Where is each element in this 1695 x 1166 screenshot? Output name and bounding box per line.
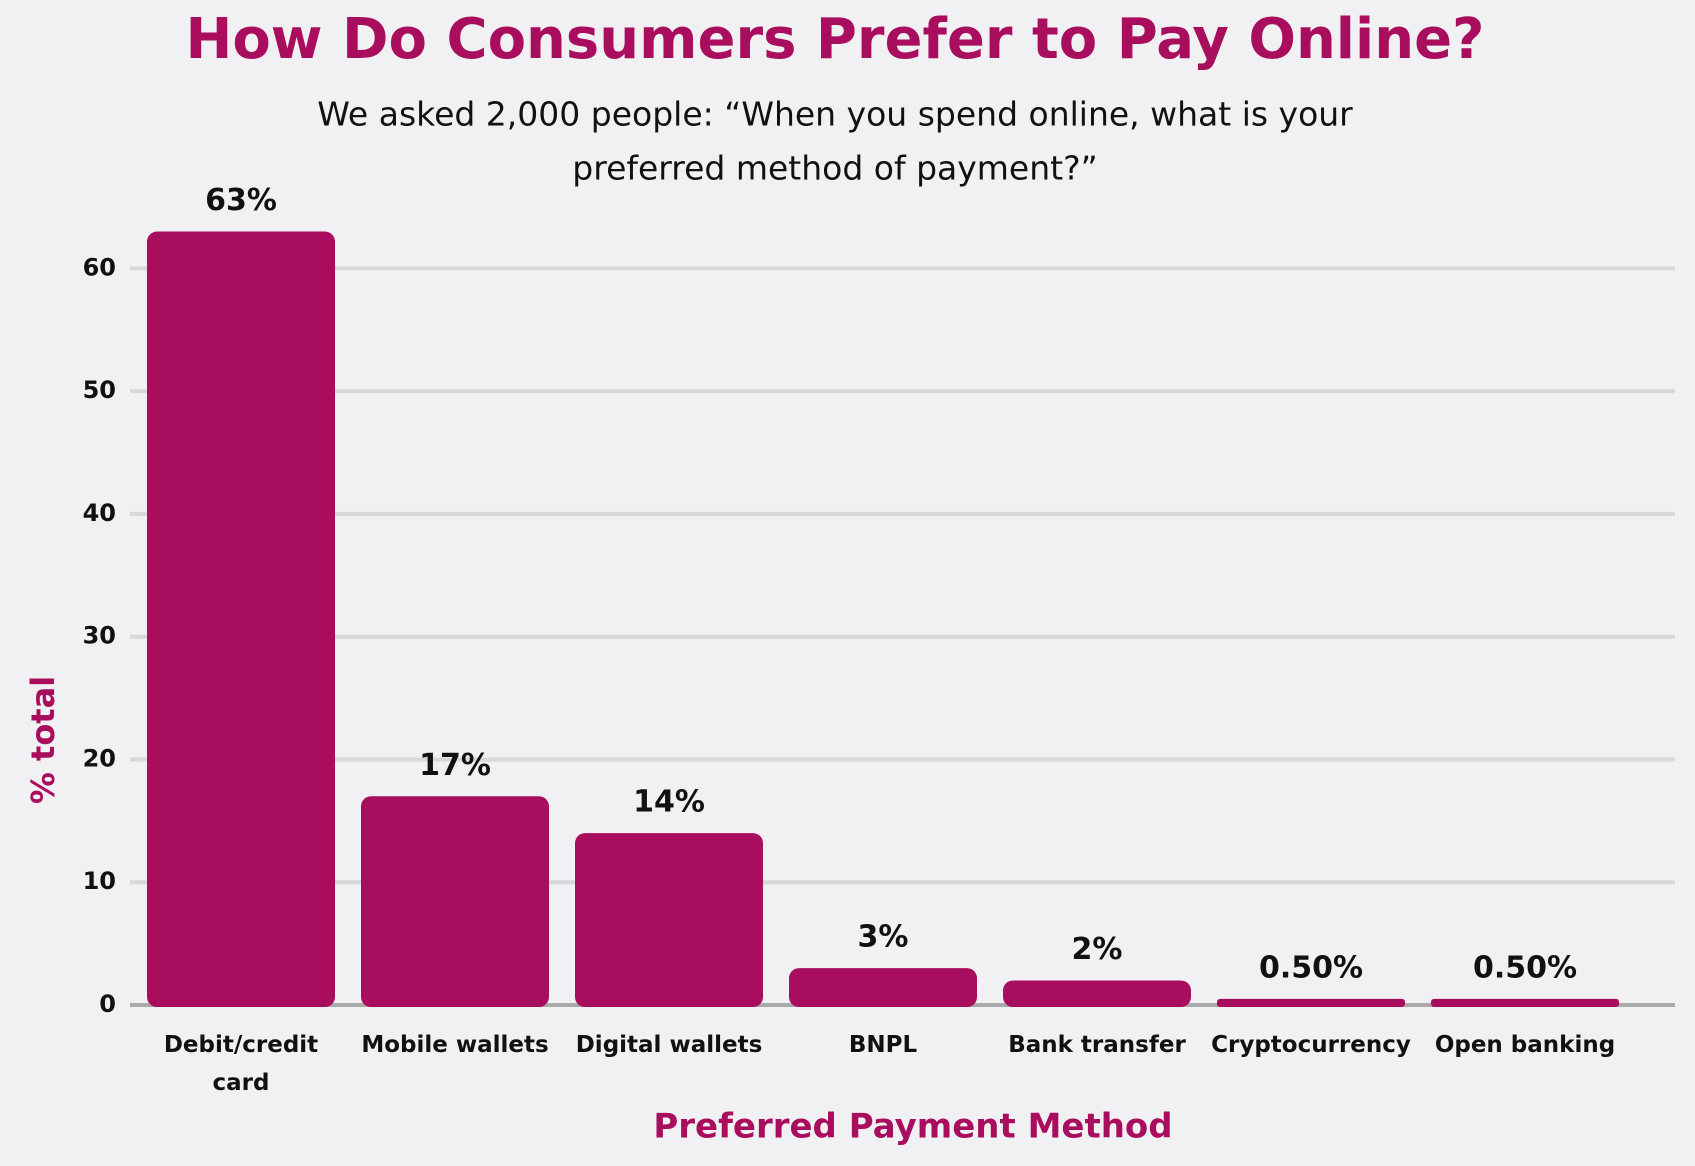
y-tick-label: 0	[99, 990, 116, 1018]
x-tick-label: Cryptocurrency	[1211, 1032, 1411, 1058]
bar	[1217, 998, 1405, 1007]
data-label: 14%	[633, 785, 705, 820]
x-tick-label: BNPL	[848, 1032, 918, 1058]
y-tick-label: 10	[83, 867, 116, 895]
bar	[147, 231, 335, 1008]
data-label: 0.50%	[1259, 950, 1363, 985]
y-tick-label: 20	[83, 744, 116, 772]
y-tick-label: 30	[83, 622, 116, 650]
data-label: 63%	[205, 183, 277, 218]
chart-title: How Do Consumers Prefer to Pay Online?	[185, 7, 1484, 72]
bar	[789, 968, 977, 1007]
x-tick-label: Open banking	[1434, 1032, 1616, 1058]
data-label: 17%	[419, 748, 491, 783]
data-label: 2%	[1072, 932, 1123, 967]
x-tick-label: Digital wallets	[575, 1032, 763, 1058]
x-tick-label: Mobile wallets	[361, 1032, 549, 1058]
bar	[1003, 980, 1191, 1007]
x-tick-label: Bank transfer	[1008, 1032, 1186, 1058]
y-axis-label: % total	[24, 676, 62, 804]
y-tick-label: 40	[83, 499, 116, 527]
y-tick-label: 50	[83, 376, 116, 404]
x-tick-label: Debit/credit card	[163, 1032, 319, 1096]
data-label: 0.50%	[1473, 950, 1577, 985]
y-tick-label: 60	[83, 253, 116, 281]
chart-subtitle: preferred method of payment?”	[572, 149, 1097, 188]
bar	[1431, 998, 1619, 1007]
bar	[575, 833, 763, 1007]
data-label: 3%	[858, 920, 909, 955]
x-axis-label: Preferred Payment Method	[653, 1107, 1172, 1147]
bar	[361, 796, 549, 1007]
chart-subtitle: We asked 2,000 people: “When you spend o…	[317, 95, 1353, 134]
